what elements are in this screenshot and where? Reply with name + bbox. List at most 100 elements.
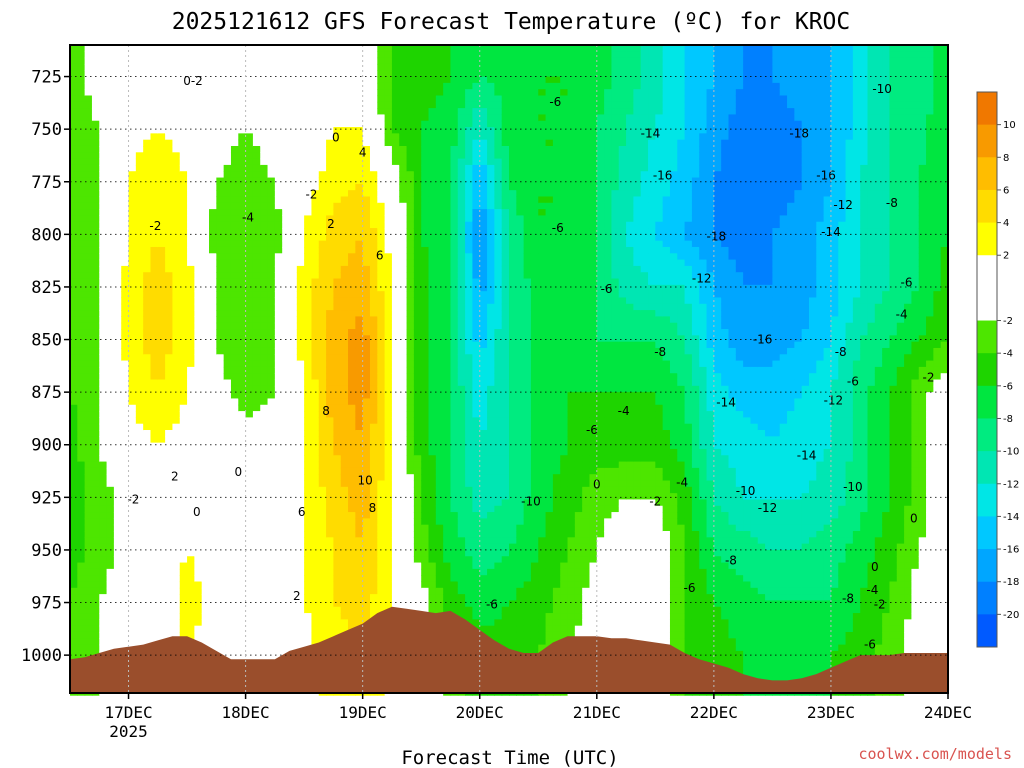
- field-cell: [377, 505, 386, 513]
- field-cell: [296, 455, 305, 463]
- field-cell: [201, 455, 210, 463]
- field-cell: [157, 82, 166, 90]
- field-cell: [289, 158, 298, 166]
- field-cell: [113, 613, 122, 620]
- field-cell: [413, 95, 422, 103]
- field-cell: [77, 45, 86, 52]
- field-cell: [282, 619, 291, 627]
- field-cell: [348, 341, 356, 349]
- field-cell: [121, 543, 130, 551]
- field-cell: [106, 606, 115, 614]
- field-cell: [348, 587, 356, 595]
- field-cell: [274, 556, 283, 564]
- field-cell: [399, 524, 408, 532]
- field-cell: [165, 329, 174, 336]
- field-cell: [209, 467, 217, 475]
- field-cell: [238, 278, 247, 286]
- field-cell: [399, 531, 408, 538]
- field-cell: [113, 480, 122, 488]
- field-cell: [304, 455, 313, 463]
- field-cell: [296, 316, 305, 324]
- field-cell: [289, 493, 298, 501]
- field-cell: [143, 303, 152, 311]
- field-cell: [238, 493, 247, 501]
- field-cell: [340, 272, 349, 280]
- field-cell: [84, 556, 93, 564]
- field-cell: [238, 228, 247, 235]
- field-cell: [99, 398, 108, 406]
- field-cell: [157, 531, 166, 538]
- field-cell: [99, 606, 108, 614]
- field-cell: [245, 461, 254, 469]
- field-cell: [201, 486, 210, 494]
- field-cell: [91, 474, 100, 482]
- field-cell: [106, 587, 115, 595]
- field-cell: [274, 127, 283, 134]
- field-cell: [267, 562, 276, 570]
- field-cell: [216, 133, 225, 141]
- field-cell: [77, 480, 86, 488]
- field-cell: [201, 631, 210, 639]
- field-cell: [369, 158, 378, 166]
- field-cell: [172, 537, 181, 545]
- field-cell: [106, 486, 115, 494]
- field-cell: [187, 101, 195, 109]
- field-cell: [406, 417, 415, 425]
- field-cell: [311, 114, 320, 122]
- field-cell: [391, 139, 400, 147]
- field-cell: [84, 360, 93, 368]
- field-cell: [143, 594, 152, 602]
- field-cell: [201, 531, 210, 538]
- field-cell: [296, 486, 305, 494]
- field-cell: [274, 392, 283, 400]
- field-cell: [230, 512, 239, 519]
- field-cell: [260, 316, 269, 324]
- field-cell: [282, 493, 291, 501]
- field-cell: [135, 512, 144, 519]
- field-cell: [128, 537, 137, 545]
- field-cell: [77, 581, 86, 589]
- field-cell: [274, 101, 283, 109]
- field-cell: [406, 152, 415, 160]
- field-cell: [187, 474, 195, 482]
- field-cell: [245, 448, 254, 456]
- field-cell: [121, 360, 130, 368]
- field-cell: [113, 619, 122, 627]
- field-cell: [201, 82, 210, 90]
- field-cell: [165, 531, 174, 538]
- field-cell: [150, 297, 159, 305]
- field-cell: [340, 196, 349, 204]
- field-cell: [209, 518, 217, 526]
- field-cell: [209, 600, 217, 608]
- field-cell: [238, 531, 247, 538]
- field-cell: [406, 423, 415, 431]
- field-cell: [377, 51, 386, 59]
- field-cell: [77, 461, 86, 469]
- field-cell: [413, 486, 422, 494]
- field-cell: [157, 63, 166, 71]
- field-cell: [77, 474, 86, 482]
- field-cell: [384, 108, 393, 116]
- field-cell: [84, 297, 93, 305]
- field-cell: [362, 411, 371, 418]
- field-cell: [362, 493, 371, 501]
- field-cell: [311, 613, 320, 620]
- field-cell: [157, 108, 166, 116]
- field-cell: [340, 341, 349, 349]
- field-cell: [179, 467, 188, 475]
- field-cell: [194, 152, 203, 160]
- field-cell: [399, 411, 408, 418]
- field-cell: [369, 455, 378, 463]
- field-cell: [194, 505, 203, 513]
- field-cell: [165, 543, 174, 551]
- field-cell: [172, 467, 181, 475]
- field-cell: [150, 215, 159, 223]
- field-cell: [252, 379, 261, 387]
- field-cell: [245, 417, 254, 425]
- field-cell: [296, 411, 305, 418]
- field-cell: [304, 139, 313, 147]
- field-cell: [84, 322, 93, 330]
- field-cell: [406, 120, 415, 128]
- field-cell: [391, 215, 400, 223]
- field-cell: [77, 442, 86, 450]
